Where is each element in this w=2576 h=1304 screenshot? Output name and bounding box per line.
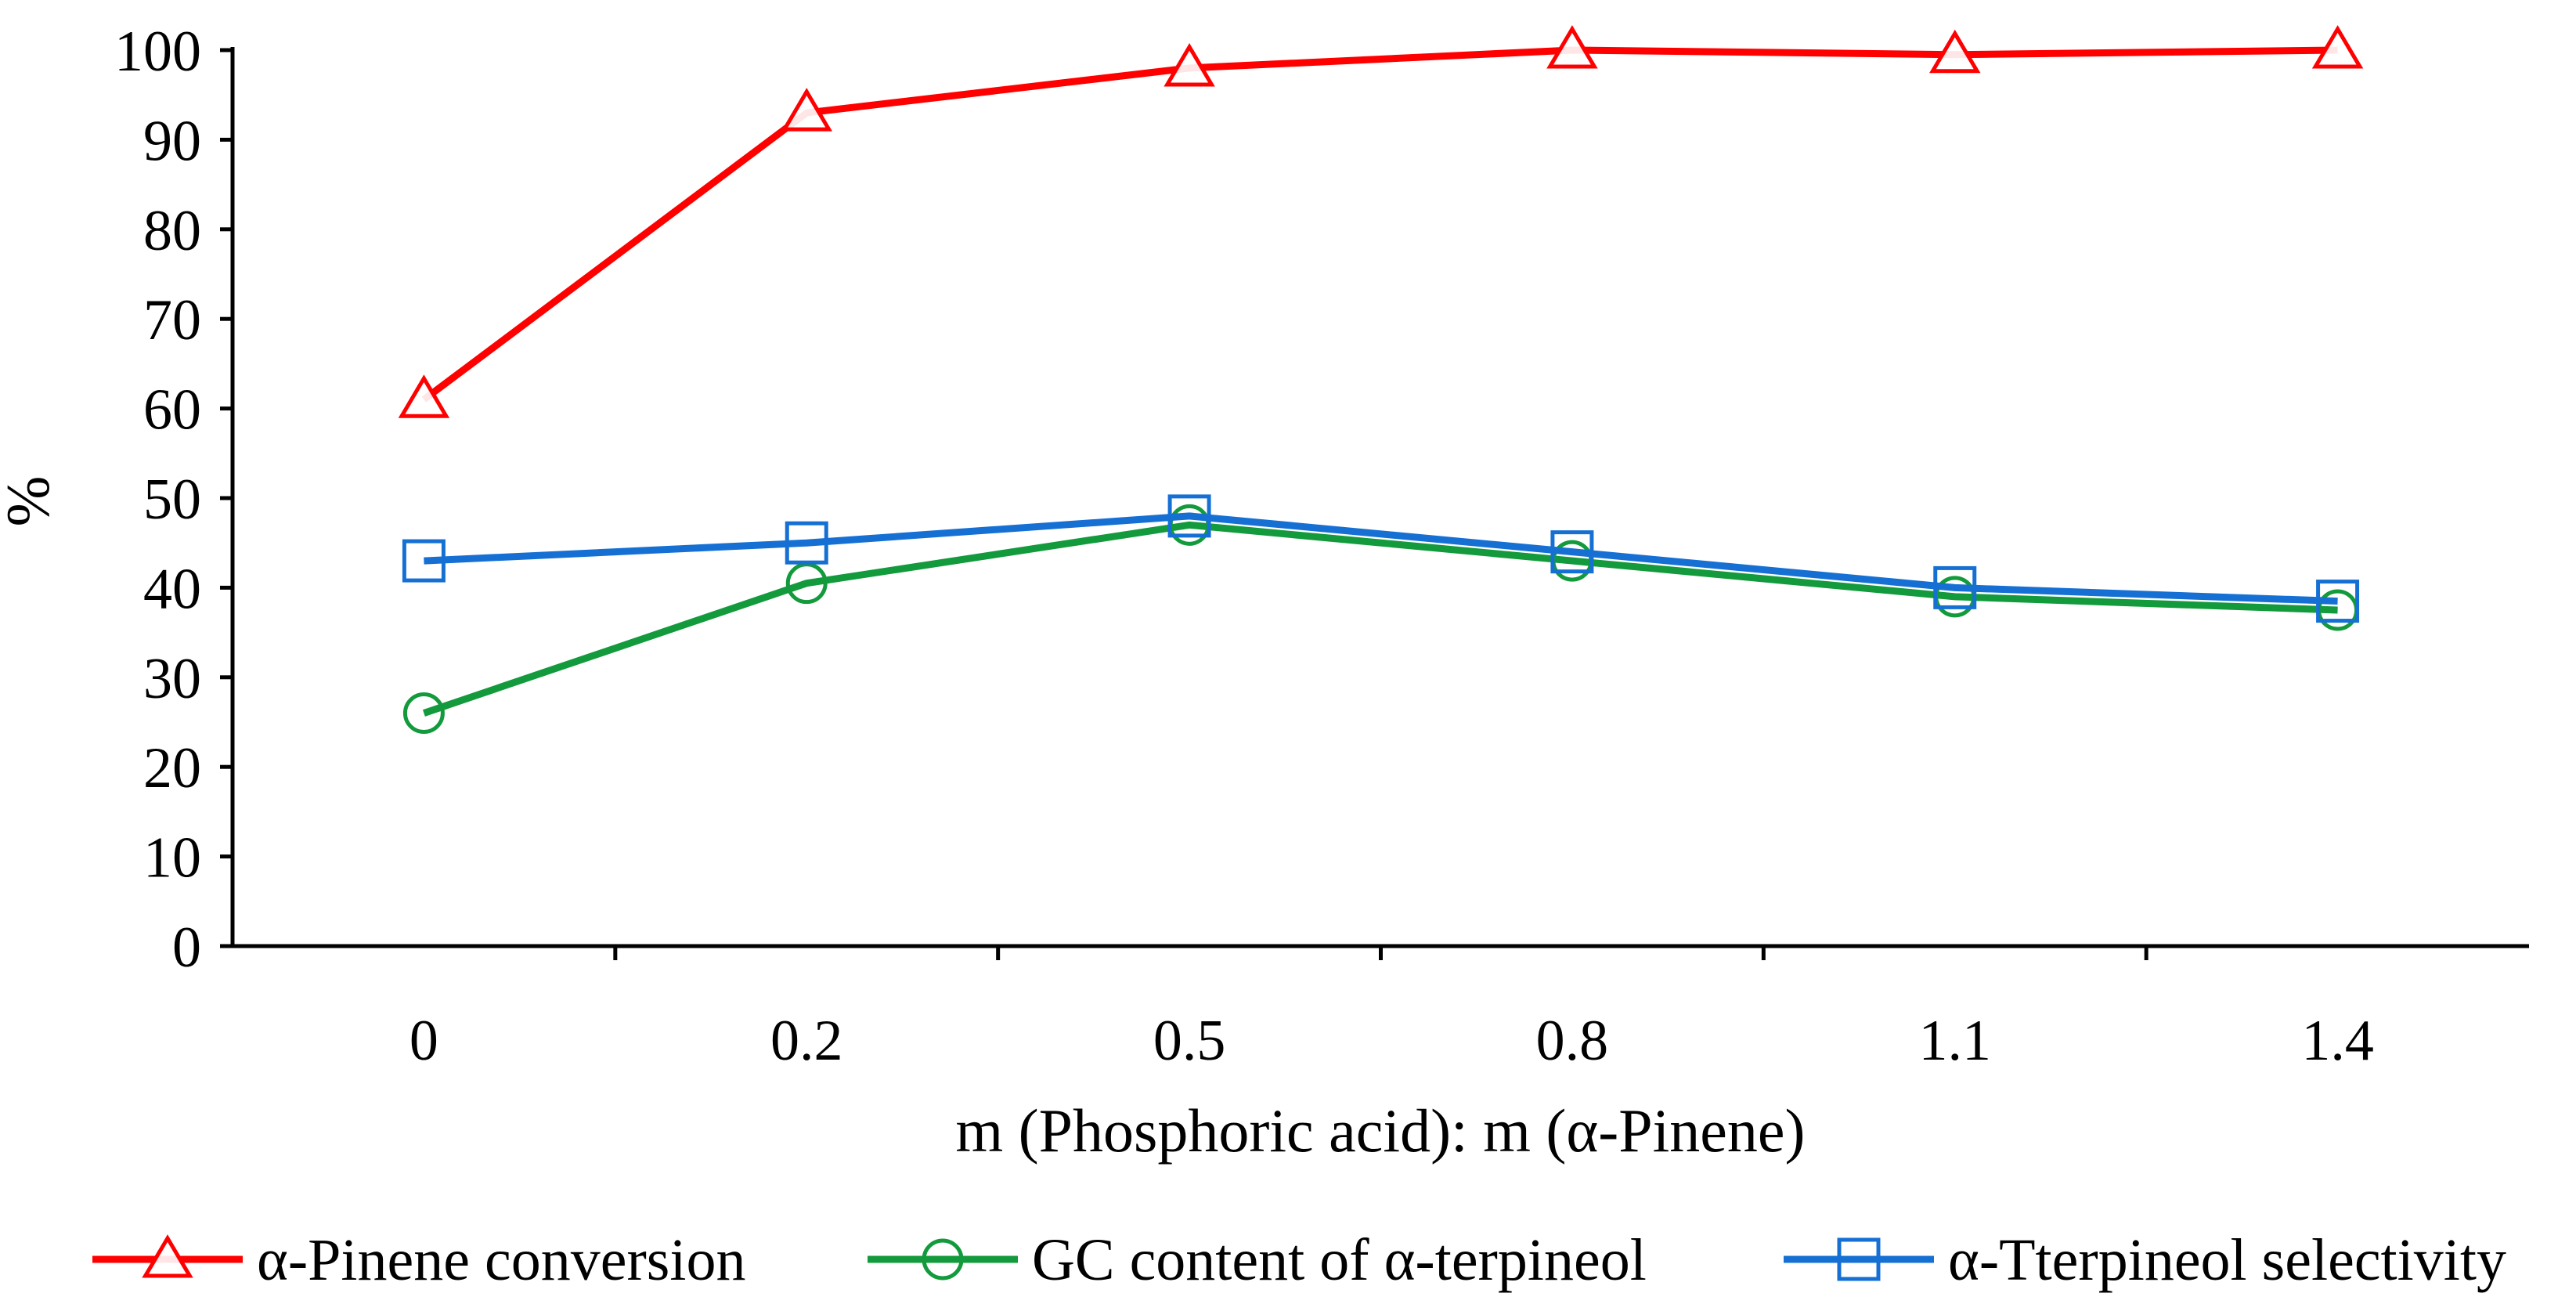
y-axis-title: %: [0, 476, 62, 527]
y-tick-label: 30: [143, 647, 201, 711]
x-tick-label: 0: [409, 1009, 438, 1073]
series-line: [424, 512, 2338, 605]
legend: α-Pinene conversion GC content of α-terpi…: [92, 1227, 2506, 1293]
legend-entry: α-Tterpineol selectivity: [1784, 1227, 2506, 1293]
legend-entry: α-Pinene conversion: [92, 1227, 745, 1293]
series-circle: [402, 504, 2359, 735]
data-point-square: [1550, 530, 1594, 574]
x-tick-label: 1.4: [2301, 1009, 2374, 1073]
data-point-triangle: [398, 374, 450, 418]
legend-label: GC content of α-terpineol: [1032, 1227, 1647, 1293]
y-tick-label: 80: [143, 199, 201, 263]
series-triangle: [398, 25, 2364, 418]
data-point-triangle: [1164, 42, 1215, 87]
y-tick-label: 50: [143, 468, 201, 532]
y-tick-label: 40: [143, 557, 201, 621]
data-point-triangle: [2311, 25, 2364, 69]
y-tick-label: 0: [172, 916, 201, 980]
y-tick-label: 90: [143, 109, 201, 173]
series-square: [402, 494, 2360, 623]
axes: [230, 47, 2529, 948]
x-axis-ticks: 0 0.2 0.5 0.8 1.1 1.4: [409, 946, 2374, 1073]
y-tick-label: 10: [143, 826, 201, 890]
series-line: [421, 46, 2338, 403]
y-tick-label: 70: [143, 288, 201, 352]
y-tick-label: 100: [114, 20, 201, 84]
x-tick-label: 0.8: [1536, 1009, 1609, 1073]
series-layer: [398, 25, 2364, 735]
legend-marker-circle: [922, 1238, 964, 1281]
data-point-square: [1167, 494, 1211, 538]
legend-entry: GC content of α-terpineol: [868, 1227, 1647, 1293]
x-tick-label: 0.5: [1153, 1009, 1226, 1073]
data-point-triangle: [1929, 29, 1981, 74]
data-point-square: [402, 539, 446, 583]
data-point-triangle: [781, 88, 832, 132]
y-tick-label: 60: [143, 378, 201, 442]
data-point-square: [2316, 580, 2360, 623]
x-tick-label: 0.2: [770, 1009, 843, 1073]
series-line: [422, 521, 2338, 717]
legend-label: α-Tterpineol selectivity: [1948, 1227, 2506, 1293]
x-tick-label: 1.1: [1919, 1009, 1992, 1073]
data-point-triangle: [1546, 25, 1598, 69]
legend-marker-square: [1837, 1237, 1881, 1281]
y-tick-label: 20: [143, 736, 201, 800]
x-axis-title: m (Phosphoric acid): m (α-Pinene): [956, 1096, 1806, 1165]
legend-marker-triangle: [142, 1234, 193, 1278]
legend-label: α-Pinene conversion: [257, 1227, 745, 1293]
data-point-square: [1933, 565, 1977, 609]
data-point-circle: [402, 692, 445, 735]
y-axis-ticks: 0 10 20 30 40 50 60 70 80 90 100: [114, 20, 233, 980]
data-point-square: [785, 521, 828, 565]
